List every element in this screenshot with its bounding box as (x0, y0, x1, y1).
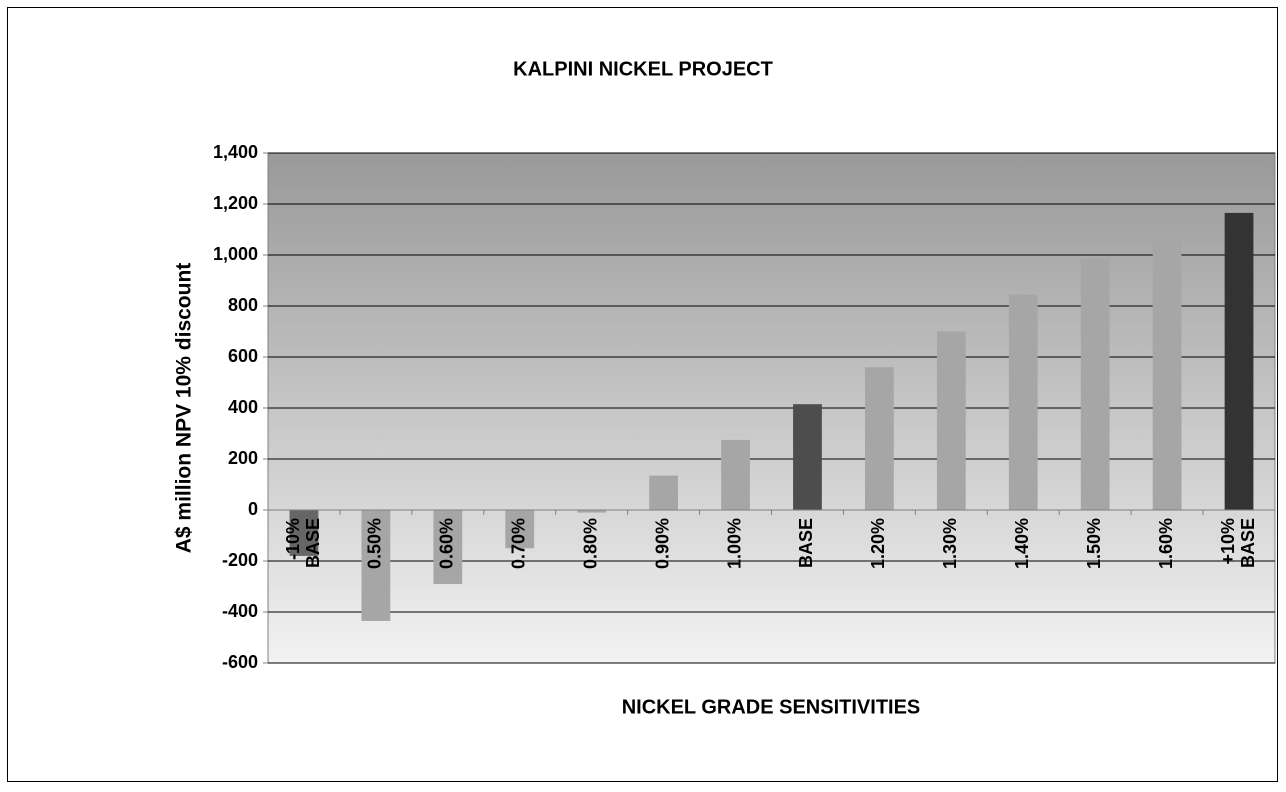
y-tick-label: 200 (228, 448, 258, 468)
bar (721, 439, 750, 510)
bar (1152, 234, 1182, 510)
y-tick-label: 1,000 (213, 244, 258, 264)
x-tick-label: BASE (796, 518, 816, 568)
bar (936, 331, 966, 510)
bar (865, 367, 894, 510)
x-tick-label: 0.60% (437, 518, 457, 569)
bar (577, 510, 607, 513)
x-tick-label: 1.50% (1084, 518, 1104, 569)
chart-title: KALPINI NICKEL PROJECT (513, 58, 773, 80)
y-tick-label: 1,400 (213, 142, 258, 162)
bar (793, 404, 822, 510)
bar (1080, 258, 1110, 510)
x-tick-label: 0.90% (652, 518, 672, 569)
bar (289, 510, 319, 556)
y-tick-label: 800 (228, 295, 258, 315)
y-axis-title: A$ million NPV 10% discount (173, 263, 196, 554)
bar (361, 510, 391, 621)
y-tick-label: 600 (228, 346, 258, 366)
x-tick-label: 1.40% (1012, 518, 1032, 569)
bar (433, 510, 463, 584)
x-tick-label: 1.00% (724, 518, 744, 569)
bar (649, 475, 678, 510)
x-tick-label: 1.60% (1156, 518, 1176, 569)
y-tick-label: -400 (222, 601, 258, 621)
x-axis-title: NICKEL GRADE SENSITIVITIES (622, 696, 921, 718)
x-tick-label: -10%BASE (283, 518, 323, 568)
y-tick-label: -200 (222, 550, 258, 570)
bar (1008, 294, 1038, 510)
x-tick-label: 0.50% (365, 518, 385, 569)
y-tick-label: 1,200 (213, 193, 258, 213)
bar (1224, 212, 1254, 511)
y-tick-label: 400 (228, 397, 258, 417)
x-tick-label: 0.70% (509, 518, 529, 569)
y-tick-label: 0 (248, 499, 258, 519)
bar (505, 510, 535, 549)
x-tick-label: 1.20% (868, 518, 888, 569)
y-tick-label: -600 (222, 652, 258, 672)
x-tick-label: 1.30% (940, 518, 960, 569)
x-tick-label: +10%BASE (1218, 518, 1258, 568)
x-tick-label: 0.80% (580, 518, 600, 569)
